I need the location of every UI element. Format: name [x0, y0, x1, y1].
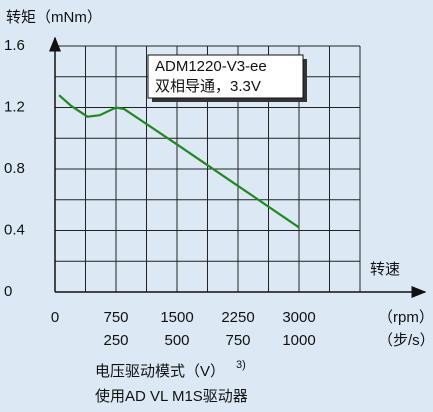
x2-tick-label: 500	[164, 332, 189, 349]
legend-entry: 双相导通，3.3V	[155, 78, 261, 95]
x-unit: （rpm）	[378, 309, 433, 326]
y-tick-label: 0.8	[4, 160, 25, 177]
x-tick-label: 3000	[282, 309, 315, 326]
x2-tick-label: 750	[225, 332, 250, 349]
legend-entry: ADM1220-V3-ee	[155, 58, 267, 75]
y-axis-title: 转矩（mNm）	[6, 9, 102, 26]
x-tick-label: 0	[51, 309, 59, 326]
footnote: 3)	[236, 359, 246, 371]
y-tick-label: 0	[4, 283, 12, 300]
x2-tick-label: 250	[103, 332, 128, 349]
footer: 使用AD VL M1S驱动器	[95, 388, 248, 405]
legend-box	[147, 54, 304, 99]
x2-tick-label: 1000	[282, 332, 315, 349]
footer: 电压驱动模式（V）	[95, 363, 225, 380]
y-tick-label: 1.2	[4, 98, 25, 115]
x2-unit: （步/s）	[378, 332, 433, 349]
legend: ADM1220-V3-ee 双相导通，3.3V	[147, 54, 307, 102]
y-tick-label: 0.4	[4, 221, 25, 238]
y-tick-label: 1.6	[4, 37, 25, 54]
x-tick-label: 750	[103, 309, 128, 326]
x-axis-title: 转速	[370, 261, 400, 278]
x-tick-label: 2250	[221, 309, 254, 326]
data-line	[58, 94, 300, 229]
x-tick-label: 1500	[160, 309, 193, 326]
